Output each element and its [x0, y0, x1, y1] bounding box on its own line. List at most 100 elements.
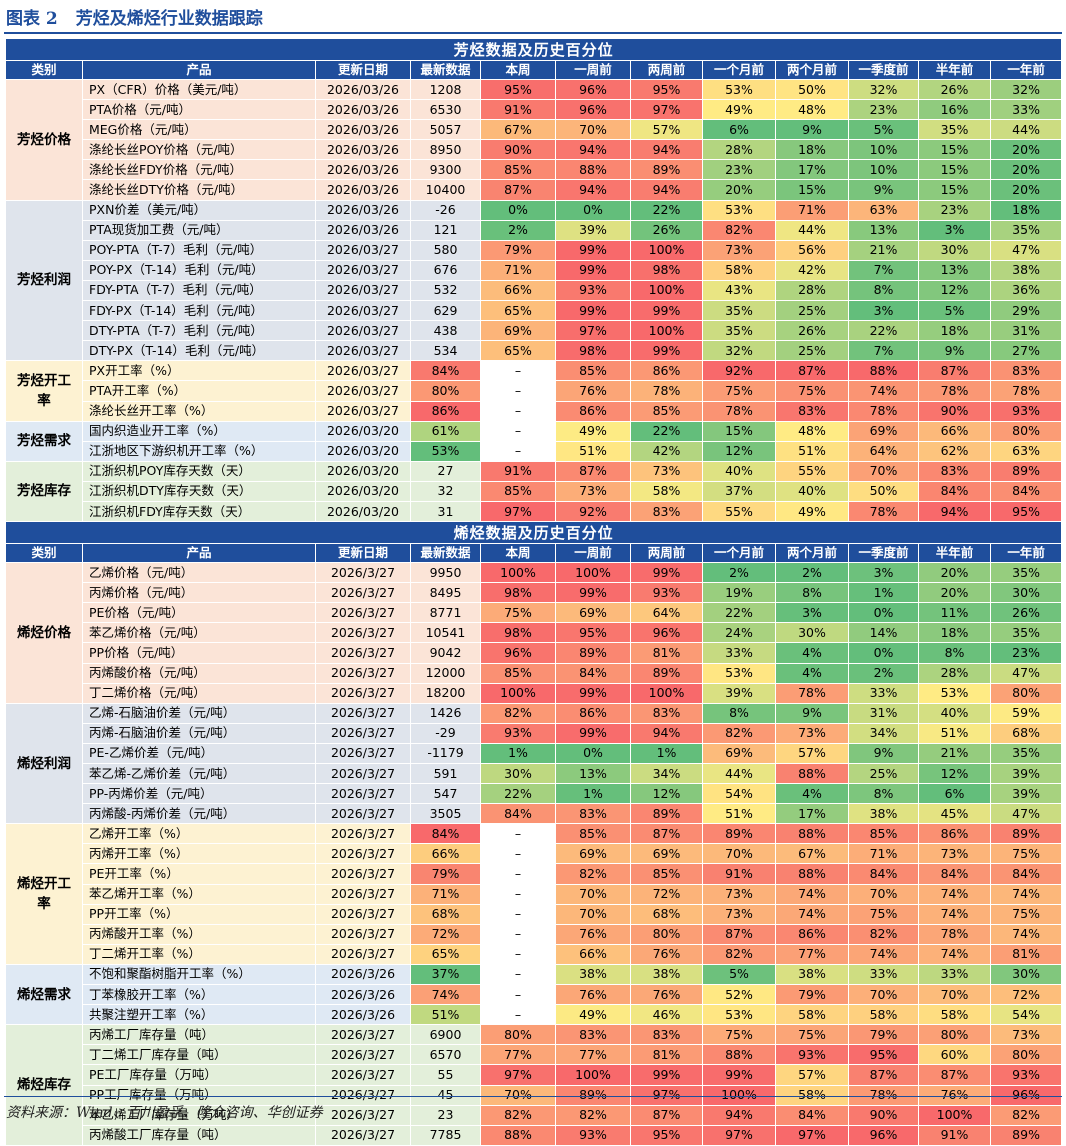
value-cell: 12%: [702, 440, 776, 462]
value-cell: 84%: [918, 863, 991, 885]
value-cell: 57%: [775, 1064, 849, 1086]
value-cell: 85%: [848, 823, 919, 845]
value-cell: 98%: [555, 340, 631, 362]
value-cell: 75%: [775, 380, 849, 402]
section-title: 芳烃数据及历史百分位: [4, 38, 1063, 61]
value-cell: 80%: [989, 682, 1063, 704]
date-cell: 2026/3/27: [315, 1124, 411, 1146]
value-cell: 54%: [702, 783, 776, 805]
date-cell: 2026/03/20: [315, 440, 411, 462]
value-cell: 81%: [989, 943, 1063, 965]
product-cell: 乙烯开工率（%）: [82, 823, 316, 845]
value-cell: 70%: [848, 984, 919, 1006]
value-cell: 93%: [480, 722, 556, 744]
value-cell: 99%: [630, 1064, 703, 1086]
product-cell: 乙烯-石脑油价差（元/吨）: [82, 702, 316, 724]
value-cell: 43%: [702, 279, 776, 302]
value-cell: 64%: [630, 602, 703, 624]
value-cell: 9%: [775, 702, 849, 724]
value-cell: 10541: [410, 622, 481, 644]
value-cell: 97%: [555, 320, 631, 342]
data-row: PP开工率（%） 2026/3/27 68% –70% 68% 73% 74% 75% 74% 7…: [6, 903, 1063, 925]
value-cell: 4%: [775, 662, 849, 684]
date-cell: 2026/3/27: [315, 562, 411, 584]
date-cell: 2026/3/27: [315, 622, 411, 644]
value-cell: 82%: [989, 1104, 1063, 1126]
value-cell: 2%: [775, 562, 849, 584]
value-cell: 82%: [702, 943, 776, 965]
value-cell: 100%: [918, 1104, 991, 1126]
value-cell: 6570: [410, 1044, 481, 1066]
data-row: 丁二烯价格（元/吨） 2026/3/27 18200 100% 99% 100% 39% 78…: [6, 682, 1063, 704]
value-cell: 69%: [702, 742, 776, 765]
value-cell: 74%: [848, 380, 919, 402]
column-header: 两个月前: [775, 543, 849, 564]
value-cell: 65%: [480, 340, 556, 362]
value-cell: 32%: [702, 340, 776, 362]
data-row: 江浙地区下游织机开工率（%） 2026/03/20 53% –51% 42% 12% 51%…: [6, 440, 1063, 462]
value-cell: 70%: [555, 903, 631, 925]
value-cell: 9300: [410, 159, 481, 181]
value-cell: 0%: [848, 602, 919, 624]
value-cell: 85%: [630, 400, 703, 422]
value-cell: 0%: [555, 742, 631, 765]
value-cell: 72%: [989, 984, 1063, 1006]
value-cell: 1208: [410, 78, 481, 101]
value-cell: 66%: [555, 943, 631, 965]
value-cell: 39%: [702, 682, 776, 704]
value-cell: 49%: [555, 420, 631, 442]
value-cell: 53%: [918, 682, 991, 704]
value-cell: 75%: [702, 1024, 776, 1046]
value-cell: 32%: [989, 78, 1063, 101]
value-cell: 95%: [630, 1124, 703, 1146]
value-cell: 69%: [630, 843, 703, 865]
value-cell: 57%: [630, 119, 703, 141]
date-cell: 2026/03/26: [315, 99, 411, 121]
date-cell: 2026/3/27: [315, 642, 411, 664]
product-cell: 江浙织机FDY库存天数（天）: [82, 500, 316, 523]
value-cell: 74%: [775, 903, 849, 925]
value-cell: 50%: [848, 480, 919, 502]
value-cell: –: [480, 360, 556, 382]
value-cell: 6%: [702, 119, 776, 141]
value-cell: 87%: [630, 823, 703, 845]
value-cell: 85%: [480, 159, 556, 181]
value-cell: 82%: [702, 219, 776, 241]
value-cell: 74%: [410, 984, 481, 1006]
product-cell: 涤纶长丝POY价格（元/吨）: [82, 139, 316, 161]
column-header: 类别: [5, 60, 83, 80]
value-cell: 76%: [555, 380, 631, 402]
value-cell: 82%: [480, 1104, 556, 1126]
value-cell: 99%: [702, 1064, 776, 1086]
value-cell: 87%: [918, 360, 991, 382]
value-cell: 52%: [702, 984, 776, 1006]
value-cell: 34%: [848, 722, 919, 744]
value-cell: 37%: [410, 963, 481, 986]
value-cell: 96%: [989, 1084, 1063, 1106]
value-cell: 10%: [848, 139, 919, 161]
value-cell: 89%: [702, 823, 776, 845]
product-cell: 涤纶长丝开工率（%）: [82, 400, 316, 422]
value-cell: 86%: [775, 923, 849, 945]
value-cell: 86%: [555, 702, 631, 724]
product-cell: 涤纶长丝FDY价格（元/吨）: [82, 159, 316, 181]
value-cell: 78%: [630, 380, 703, 402]
value-cell: 94%: [555, 179, 631, 201]
value-cell: 3%: [848, 300, 919, 322]
value-cell: 9042: [410, 642, 481, 664]
date-cell: 2026/03/26: [315, 199, 411, 221]
value-cell: 1426: [410, 702, 481, 724]
value-cell: 32%: [848, 78, 919, 101]
column-header: 本周: [480, 543, 556, 564]
header-rule: [4, 32, 1062, 34]
product-cell: PX（CFR）价格（美元/吨）: [82, 78, 316, 101]
date-cell: 2026/3/27: [315, 863, 411, 885]
data-row: 丙烯酸-丙烯价差（元/吨） 2026/3/27 3505 84% 83% 89% 51% 17…: [6, 803, 1063, 825]
value-cell: 10%: [848, 159, 919, 181]
category-cell: 芳烃库存: [5, 460, 83, 523]
value-cell: 57%: [775, 742, 849, 765]
value-cell: 80%: [630, 923, 703, 945]
product-cell: 丙烯-石脑油价差（元/吨）: [82, 722, 316, 744]
value-cell: 71%: [775, 199, 849, 221]
